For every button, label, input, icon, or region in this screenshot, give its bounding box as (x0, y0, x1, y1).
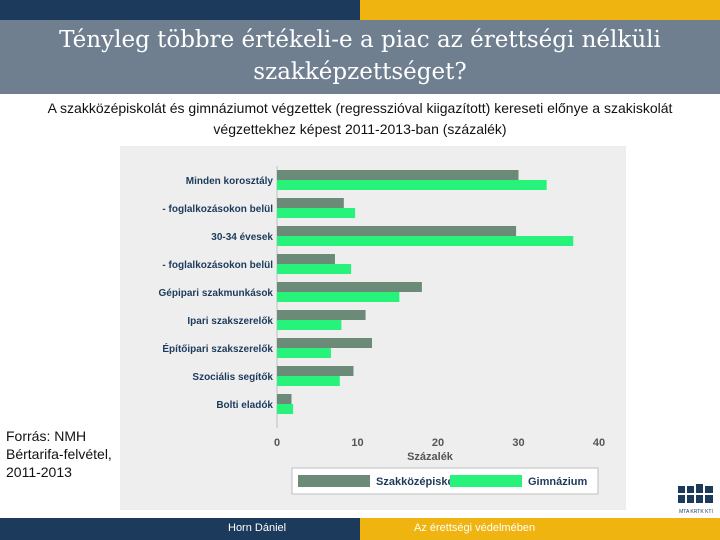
footer-bar: Horn Dániel Az érettségi védelmében (0, 518, 720, 540)
source-note: Forrás: NMH Bértarifa-felvétel, 2011-201… (6, 428, 112, 480)
bar-gimnazium (277, 180, 547, 190)
bar-chart: Minden korosztály - foglalkozásokon belül… (120, 146, 626, 510)
top-color-bar (0, 0, 720, 20)
slide-title: Tényleg többre értékeli-e a piac az éret… (59, 27, 661, 85)
bar-szakkozepiskola (277, 366, 354, 376)
bar-szakkozepiskola (277, 170, 519, 180)
category-label: - foglalkozásokon belül (162, 204, 273, 215)
category-label: Bolti eladók (216, 400, 273, 411)
x-tick-label: 0 (274, 437, 280, 449)
legend-label: Gimnázium (528, 476, 588, 488)
x-tick-label: 10 (351, 437, 363, 449)
bar-gimnazium (277, 320, 342, 330)
bar-szakkozepiskola (277, 226, 517, 236)
footer-author: Horn Dániel (228, 522, 287, 534)
top-bar-navy-segment (0, 0, 360, 20)
bar-gimnazium (277, 264, 352, 274)
chart-subtitle: A szakközépiskolát és gimnáziumot végzet… (47, 100, 673, 137)
bar-szakkozepiskola (277, 282, 422, 292)
top-bar-gold-segment (360, 0, 720, 20)
x-axis-label: Százalék (407, 451, 454, 463)
title-band (0, 20, 720, 94)
category-label: 30-34 évesek (211, 232, 273, 243)
footer-gold-segment (360, 518, 720, 540)
bar-gimnazium (277, 208, 356, 218)
category-label: Építőipari szakszerelők (162, 342, 273, 355)
footer-navy-segment (0, 518, 360, 540)
bar-gimnazium (277, 404, 294, 414)
category-label: Ipari szakszerelők (187, 316, 273, 327)
category-label: Minden korosztály (186, 176, 274, 187)
category-label: Szociális segítők (192, 372, 273, 383)
x-tick-label: 40 (593, 437, 605, 449)
legend-swatch (298, 475, 370, 487)
institute-logo-icon: MTA KRTK KTI (678, 484, 713, 515)
x-tick-label: 30 (512, 437, 524, 449)
bar-gimnazium (277, 292, 400, 302)
bar-gimnazium (277, 236, 574, 246)
bar-gimnazium (277, 376, 340, 386)
bar-szakkozepiskola (277, 394, 292, 404)
legend-label: Szakközépiskola (376, 476, 464, 488)
bar-gimnazium (277, 348, 331, 358)
bar-szakkozepiskola (277, 338, 372, 348)
bar-szakkozepiskola (277, 254, 335, 264)
footer-slogan: Az érettségi védelmében (414, 522, 536, 534)
bar-szakkozepiskola (277, 310, 366, 320)
category-label: Gépipari szakmunkások (159, 288, 274, 299)
bar-szakkozepiskola (277, 198, 344, 208)
category-label: - foglalkozásokon belül (162, 260, 273, 271)
bar-chart-svg: Minden korosztály - foglalkozásokon belül… (159, 166, 605, 495)
x-tick-label: 20 (432, 437, 444, 449)
logo-label: MTA KRTK KTI (679, 509, 713, 515)
legend-swatch (450, 475, 522, 487)
